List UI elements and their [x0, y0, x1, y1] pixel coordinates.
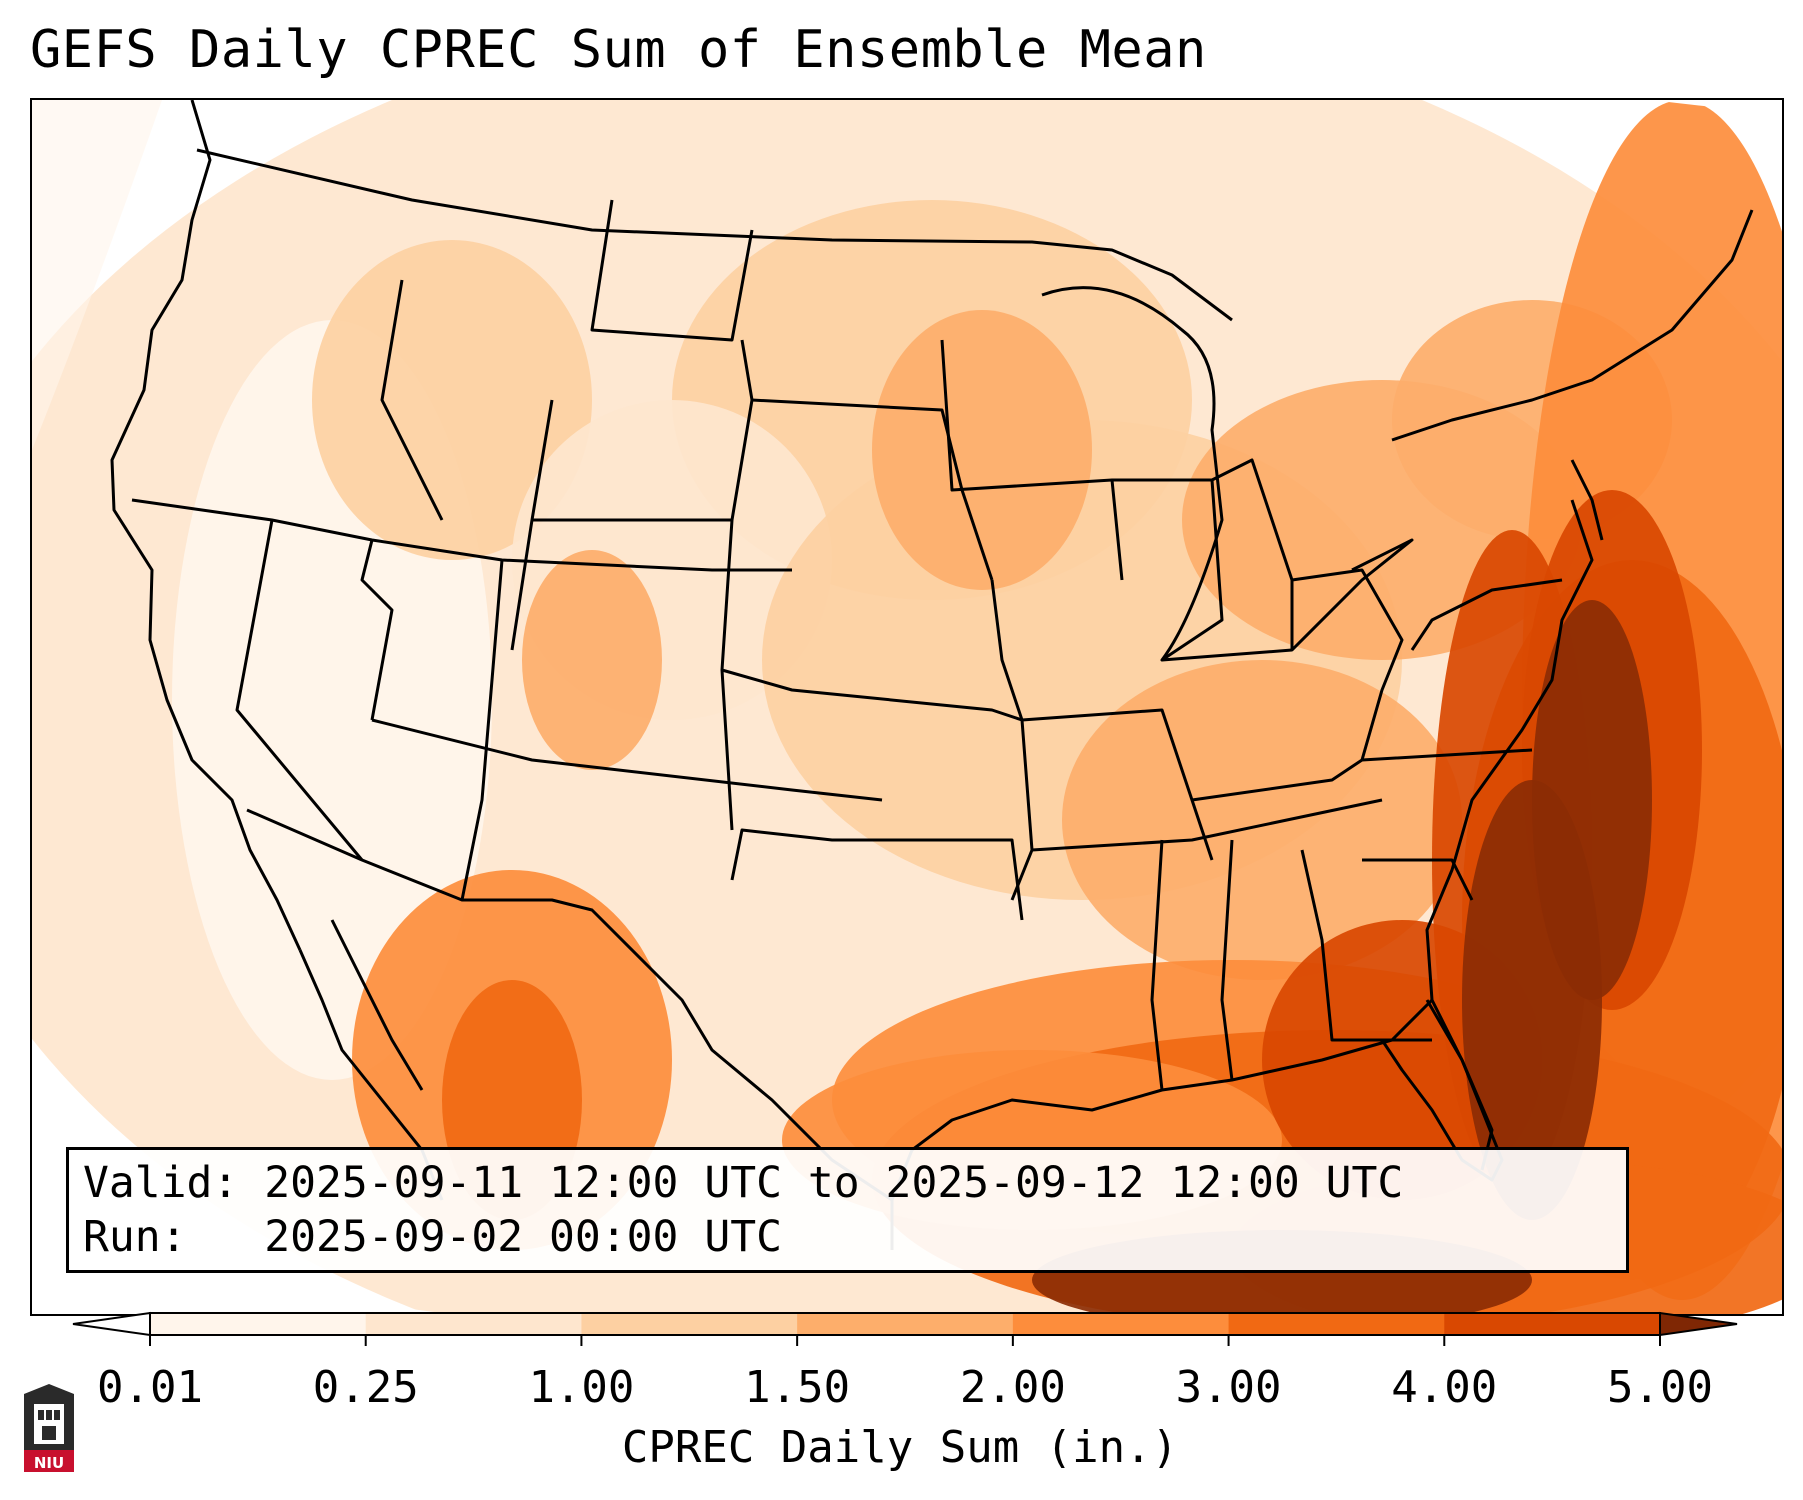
- state-line-22: [1150, 839, 1164, 1091]
- state-line-18: [1191, 748, 1533, 802]
- precip-region: [312, 240, 592, 560]
- mexico-border: [246, 808, 893, 1202]
- colorbar-tick-label: 3.00: [1175, 1362, 1282, 1413]
- state-line-3: [360, 539, 394, 721]
- domain-corner-top-left: [32, 100, 162, 450]
- colorbar-segment: [365, 1313, 582, 1335]
- state-line-1: [131, 498, 792, 572]
- precip-field: [32, 100, 1782, 1314]
- colorbar-under-arrow: [72, 1311, 151, 1337]
- colorbar-tick-label: 4.00: [1391, 1362, 1498, 1413]
- logo-window-2: [46, 1410, 52, 1420]
- colorbar-outline: [149, 1312, 1661, 1336]
- logo-window-1: [38, 1410, 44, 1420]
- colorbar-tick-label: 2.00: [959, 1362, 1066, 1413]
- northeast-border: [1391, 209, 1754, 442]
- state-line-6: [371, 718, 883, 802]
- state-line-23: [1220, 839, 1234, 1081]
- map-domain-mask: [32, 100, 1782, 1314]
- state-line-26: [1410, 578, 1563, 651]
- state-line-11: [751, 398, 994, 581]
- state-line-27: [1570, 459, 1604, 541]
- logo-red-band: [24, 1450, 74, 1472]
- colorbar-segments: [150, 1313, 1661, 1335]
- precip-region: [1532, 600, 1652, 1000]
- colorbar-tick-label: 5.00: [1607, 1362, 1713, 1413]
- colorbar-tick-label: 0.25: [312, 1362, 419, 1413]
- state-line-19: [1112, 478, 1224, 662]
- precip-map: [32, 100, 1782, 1314]
- canada-border: [196, 148, 1233, 322]
- state-line-9: [532, 339, 754, 522]
- precip-region: [1062, 660, 1462, 980]
- colorbar-segment: [797, 1313, 1014, 1335]
- colorbar-tick-label: 1.50: [744, 1362, 851, 1413]
- domain-corner-right: [1652, 100, 1782, 112]
- colorbar-segment: [1012, 1313, 1230, 1335]
- map-panel: [30, 98, 1784, 1316]
- state-line-20: [1211, 458, 1294, 650]
- state-line-16: [1021, 708, 1214, 861]
- domain-corner-left: [32, 1200, 452, 1314]
- precip-region: [872, 310, 1092, 590]
- state-line-5: [460, 559, 504, 901]
- chart-title: GEFS Daily CPREC Sum of Ensemble Mean: [30, 20, 1207, 80]
- state-line-10: [720, 519, 1023, 722]
- state-line-12: [730, 828, 1024, 921]
- state-line-8: [590, 199, 754, 342]
- colorbar-segment: [581, 1313, 798, 1335]
- state-borders: [110, 100, 1754, 1250]
- state-line-25: [1362, 858, 1474, 901]
- valid-time-box: Valid: 2025-09-11 12:00 UTC to 2025-09-1…: [66, 1147, 1629, 1273]
- colorbar-segment: [1444, 1313, 1661, 1335]
- state-line-15: [940, 339, 1124, 581]
- state-line-17: [1031, 798, 1383, 852]
- colorbar-tick-label: 1.00: [528, 1362, 635, 1413]
- precip-region: [522, 550, 662, 770]
- colorbar-tick-label: 0.01: [97, 1362, 203, 1413]
- colorbar-segment: [1228, 1313, 1445, 1335]
- colorbar: [72, 1311, 1738, 1346]
- colorbar-segment: [150, 1313, 367, 1335]
- valid-value: 2025-09-11 12:00 UTC to 2025-09-12 12:00…: [264, 1158, 1404, 1208]
- west-coast: [110, 100, 302, 951]
- logo-text: NIU: [34, 1454, 64, 1472]
- run-label: Run:: [83, 1212, 187, 1262]
- state-line-4: [380, 279, 444, 521]
- logo-window-4: [42, 1426, 56, 1440]
- colorbar-ticks: [149, 1335, 1661, 1346]
- state-line-21: [1291, 568, 1404, 761]
- state-line-13: [720, 669, 734, 831]
- run-value: 2025-09-02 00:00 UTC: [264, 1212, 782, 1262]
- colorbar-over-arrow: [1659, 1311, 1738, 1337]
- colorbar-title: CPREC Daily Sum (in.): [621, 1422, 1179, 1473]
- state-line-2: [235, 519, 364, 861]
- valid-label: Valid:: [83, 1158, 239, 1208]
- great-lakes: [1041, 286, 1414, 662]
- niu-logo: NIU: [24, 1384, 74, 1472]
- logo-window-3: [54, 1410, 60, 1420]
